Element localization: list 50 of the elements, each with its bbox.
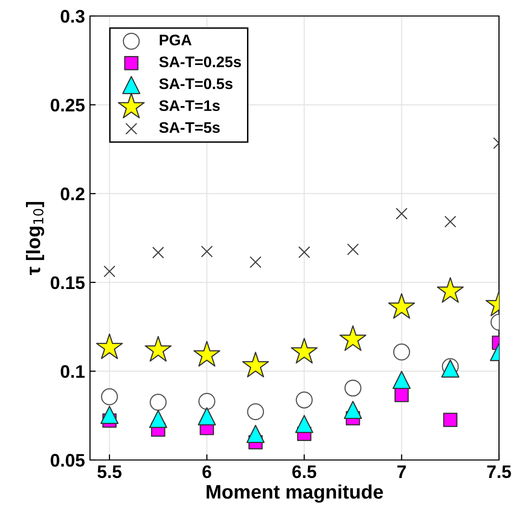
point: [396, 208, 408, 220]
point: [250, 256, 262, 268]
point: [193, 340, 220, 367]
legend-label: SA-T=1s: [159, 100, 220, 112]
point: [444, 216, 456, 228]
point: [344, 400, 362, 419]
legend-label: SA-T=0.25s: [159, 56, 241, 68]
point: [392, 370, 411, 389]
point: [149, 410, 168, 428]
point: [394, 388, 409, 402]
y-tick-label: 0.2: [60, 188, 84, 200]
x-axis-title: Moment magnitude: [206, 484, 383, 503]
y-tick-label: 0.25: [50, 98, 85, 112]
x-tick-label: 7.5: [487, 466, 512, 478]
point: [346, 243, 359, 256]
legend-label: PGA: [160, 34, 192, 46]
point: [393, 344, 410, 360]
point: [144, 336, 172, 362]
point: [388, 293, 416, 319]
point: [101, 388, 118, 406]
y-tick-label: 0.3: [60, 10, 84, 23]
y-axis-title: τ [log$_{10}$]: [26, 202, 44, 275]
point: [298, 246, 310, 258]
legend-label: SA-T=5s: [159, 122, 220, 133]
point: [100, 406, 119, 424]
y-tick-label: 0.15: [50, 276, 85, 290]
x-tick-label: 6.5: [292, 465, 316, 478]
point: [246, 424, 265, 443]
point: [104, 265, 116, 278]
point: [436, 277, 464, 303]
legend-label: SA-T=0.5s: [159, 78, 232, 90]
point: [443, 412, 458, 428]
point: [344, 380, 362, 397]
point: [340, 325, 366, 351]
point: [200, 246, 213, 258]
x-tick-label: 5.5: [97, 466, 122, 478]
point: [152, 246, 164, 258]
point: [96, 333, 123, 360]
point: [295, 414, 314, 434]
point: [247, 403, 264, 420]
point: [198, 407, 216, 426]
point: [296, 392, 313, 408]
y-tick-label: 0.1: [60, 365, 85, 378]
x-tick-label: 6: [202, 465, 212, 478]
x-tick-label: 7: [397, 466, 406, 478]
point: [150, 394, 167, 411]
y-tick-label: 0.05: [50, 454, 85, 467]
point: [290, 338, 318, 364]
point: [198, 392, 216, 410]
point: [242, 352, 269, 378]
